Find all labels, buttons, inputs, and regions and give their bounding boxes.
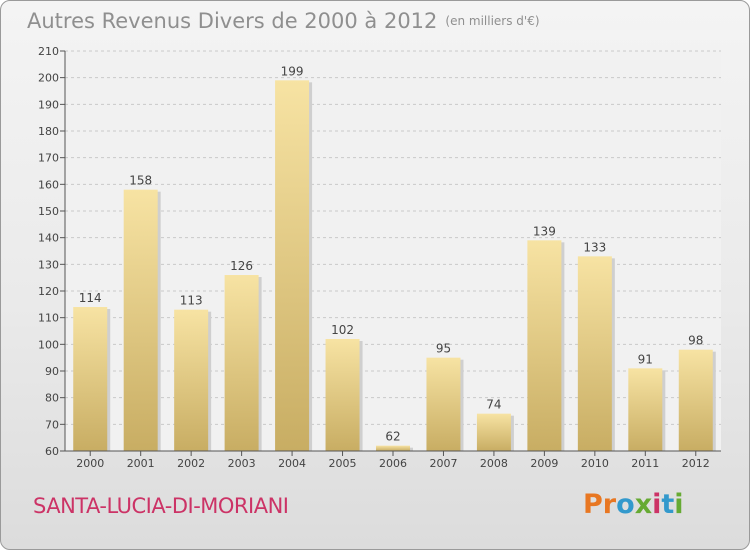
bar-2000 [73,307,108,451]
proxiti-logo: Proxiti [583,489,684,520]
bar-2008 [476,413,511,451]
x-tick-label-2008: 2008 [480,457,508,470]
data-label-2010: 133 [583,240,606,254]
y-tick-label: 140 [38,232,59,245]
bar-2012 [678,349,713,451]
y-tick-label: 160 [38,178,59,191]
y-tick-label: 180 [38,125,59,138]
bar-2005 [325,339,360,451]
data-label-2005: 102 [331,323,354,337]
x-tick-label-2004: 2004 [278,457,306,470]
bar-2004 [275,80,310,451]
bar-2010 [577,256,612,451]
logo-letter: i [674,489,684,520]
y-tick-label: 80 [45,392,59,405]
chart-unit: (en milliers d'€) [445,14,540,28]
bar-2001 [123,189,158,451]
x-tick-label-2011: 2011 [631,457,659,470]
chart-title: Autres Revenus Divers de 2000 à 2012 (en … [27,9,540,33]
y-tick-label: 170 [38,152,59,165]
data-label-2000: 114 [79,291,102,305]
data-label-2008: 74 [486,398,501,412]
data-label-2007: 95 [436,342,451,356]
commune-name: SANTA-LUCIA-DI-MORIANI [33,494,289,518]
x-tick-label-2002: 2002 [177,457,205,470]
data-label-2006: 62 [385,430,400,444]
x-tick-label-2012: 2012 [682,457,710,470]
logo-letter: i [652,489,662,520]
y-tick-label: 60 [45,445,59,458]
y-tick-label: 210 [38,45,59,58]
y-tick-label: 70 [45,418,59,431]
plot-area [65,51,721,451]
x-tick-label-2000: 2000 [76,457,104,470]
y-tick-label: 200 [38,72,59,85]
data-label-2009: 139 [533,224,556,238]
data-label-2001: 158 [129,174,152,188]
y-tick-label: 100 [38,338,59,351]
y-tick-label: 150 [38,205,59,218]
bar-2007 [426,357,461,451]
data-label-2002: 113 [180,294,203,308]
x-tick-label-2001: 2001 [127,457,155,470]
data-label-2011: 91 [638,352,653,366]
x-tick-label-2006: 2006 [379,457,407,470]
data-label-2004: 199 [281,64,304,78]
logo-letter: r [602,489,617,520]
logo-letter: t [661,489,675,520]
logo-letter: P [583,489,603,520]
bar-2011 [628,368,663,451]
bar-2006 [376,445,410,451]
y-tick-label: 110 [38,312,59,325]
y-tick-label: 190 [38,98,59,111]
data-label-2012: 98 [688,334,703,348]
x-tick-label-2010: 2010 [581,457,609,470]
y-tick-label: 90 [45,365,59,378]
y-tick-label: 120 [38,285,59,298]
bar-2003 [224,275,259,451]
x-tick-label-2005: 2005 [329,457,357,470]
bar-2002 [174,309,209,451]
x-tick-label-2007: 2007 [429,457,457,470]
bar-2009 [527,240,562,451]
logo-letter: x [634,489,653,520]
y-tick-label: 130 [38,258,59,271]
logo-letter: o [616,489,635,520]
x-tick-label-2009: 2009 [530,457,558,470]
data-label-2003: 126 [230,259,253,273]
chart-title-text: Autres Revenus Divers de 2000 à 2012 [27,9,438,33]
x-tick-label-2003: 2003 [228,457,256,470]
